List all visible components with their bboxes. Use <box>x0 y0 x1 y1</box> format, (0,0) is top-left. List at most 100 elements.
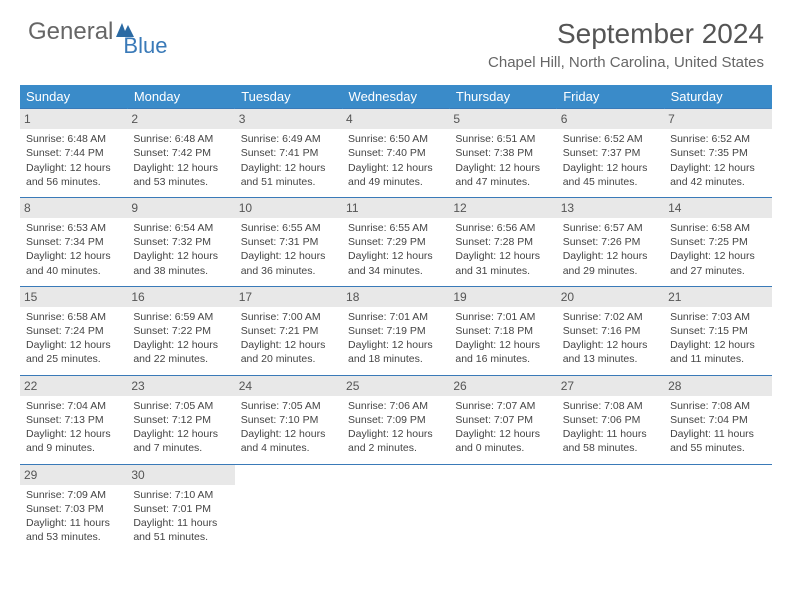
daylight-text: Daylight: 11 hours <box>133 516 228 530</box>
sunset-text: Sunset: 7:09 PM <box>348 413 443 427</box>
month-title: September 2024 <box>488 18 764 50</box>
day-cell: 26Sunrise: 7:07 AMSunset: 7:07 PMDayligh… <box>449 375 556 464</box>
day-cell <box>342 464 449 552</box>
day-number: 16 <box>127 287 234 307</box>
daylight-text: and 58 minutes. <box>563 441 658 455</box>
sunrise-text: Sunrise: 6:57 AM <box>563 221 658 235</box>
day-cell <box>664 464 771 552</box>
day-cell: 20Sunrise: 7:02 AMSunset: 7:16 PMDayligh… <box>557 286 664 375</box>
sunset-text: Sunset: 7:03 PM <box>26 502 121 516</box>
daylight-text: Daylight: 12 hours <box>563 161 658 175</box>
sunset-text: Sunset: 7:44 PM <box>26 146 121 160</box>
day-number: 5 <box>449 109 556 129</box>
col-tuesday: Tuesday <box>235 85 342 109</box>
day-cell: 4Sunrise: 6:50 AMSunset: 7:40 PMDaylight… <box>342 109 449 198</box>
day-number: 1 <box>20 109 127 129</box>
day-cell: 30Sunrise: 7:10 AMSunset: 7:01 PMDayligh… <box>127 464 234 552</box>
day-cell: 29Sunrise: 7:09 AMSunset: 7:03 PMDayligh… <box>20 464 127 552</box>
sunset-text: Sunset: 7:41 PM <box>241 146 336 160</box>
daylight-text: and 36 minutes. <box>241 264 336 278</box>
day-number: 8 <box>20 198 127 218</box>
sunset-text: Sunset: 7:26 PM <box>563 235 658 249</box>
sunset-text: Sunset: 7:10 PM <box>241 413 336 427</box>
sunset-text: Sunset: 7:42 PM <box>133 146 228 160</box>
day-number: 29 <box>20 465 127 485</box>
daylight-text: and 55 minutes. <box>670 441 765 455</box>
week-row: 8Sunrise: 6:53 AMSunset: 7:34 PMDaylight… <box>20 197 772 286</box>
sunset-text: Sunset: 7:25 PM <box>670 235 765 249</box>
daylight-text: Daylight: 12 hours <box>670 338 765 352</box>
sunrise-text: Sunrise: 6:55 AM <box>241 221 336 235</box>
daylight-text: and 42 minutes. <box>670 175 765 189</box>
daylight-text: Daylight: 12 hours <box>133 161 228 175</box>
daylight-text: and 53 minutes. <box>133 175 228 189</box>
sunrise-text: Sunrise: 7:03 AM <box>670 310 765 324</box>
daylight-text: and 47 minutes. <box>455 175 550 189</box>
daylight-text: and 38 minutes. <box>133 264 228 278</box>
day-cell: 21Sunrise: 7:03 AMSunset: 7:15 PMDayligh… <box>664 286 771 375</box>
daylight-text: and 40 minutes. <box>26 264 121 278</box>
daylight-text: and 0 minutes. <box>455 441 550 455</box>
daylight-text: and 2 minutes. <box>348 441 443 455</box>
week-row: 1 Sunrise: 6:48 AMSunset: 7:44 PM Daylight… <box>20 109 772 198</box>
week-row: 15Sunrise: 6:58 AMSunset: 7:24 PMDayligh… <box>20 286 772 375</box>
day-cell: 5Sunrise: 6:51 AMSunset: 7:38 PMDaylight… <box>449 109 556 198</box>
sunset-text: Sunset: 7:40 PM <box>348 146 443 160</box>
logo: General Blue <box>28 18 167 46</box>
day-number: 23 <box>127 376 234 396</box>
day-number: 20 <box>557 287 664 307</box>
day-cell: 14Sunrise: 6:58 AMSunset: 7:25 PMDayligh… <box>664 197 771 286</box>
day-cell: 28Sunrise: 7:08 AMSunset: 7:04 PMDayligh… <box>664 375 771 464</box>
daylight-text: Daylight: 12 hours <box>348 427 443 441</box>
day-cell: 17Sunrise: 7:00 AMSunset: 7:21 PMDayligh… <box>235 286 342 375</box>
sunrise-text: Sunrise: 6:58 AM <box>26 310 121 324</box>
sunrise-text: Sunrise: 6:56 AM <box>455 221 550 235</box>
day-number: 11 <box>342 198 449 218</box>
day-cell: 13Sunrise: 6:57 AMSunset: 7:26 PMDayligh… <box>557 197 664 286</box>
sunrise-text: Sunrise: 6:48 AM <box>26 132 121 146</box>
day-number: 24 <box>235 376 342 396</box>
day-number: 19 <box>449 287 556 307</box>
sunrise-text: Sunrise: 6:50 AM <box>348 132 443 146</box>
daylight-text: and 49 minutes. <box>348 175 443 189</box>
day-cell: 10Sunrise: 6:55 AMSunset: 7:31 PMDayligh… <box>235 197 342 286</box>
day-cell <box>449 464 556 552</box>
sunrise-text: Sunrise: 6:55 AM <box>348 221 443 235</box>
daylight-text: Daylight: 12 hours <box>241 249 336 263</box>
daylight-text: Daylight: 12 hours <box>133 427 228 441</box>
daylight-text: and 13 minutes. <box>563 352 658 366</box>
day-cell: 15Sunrise: 6:58 AMSunset: 7:24 PMDayligh… <box>20 286 127 375</box>
sunset-text: Sunset: 7:12 PM <box>133 413 228 427</box>
col-friday: Friday <box>557 85 664 109</box>
sunrise-text: Sunrise: 7:00 AM <box>241 310 336 324</box>
sunrise-text: Sunrise: 6:51 AM <box>455 132 550 146</box>
day-number: 17 <box>235 287 342 307</box>
day-cell: 23 Sunrise: 7:05 AMSunset: 7:12 PMDayligh… <box>127 375 234 464</box>
day-number: 13 <box>557 198 664 218</box>
col-sunday: Sunday <box>20 85 127 109</box>
day-number: 30 <box>127 465 234 485</box>
daylight-text: Daylight: 12 hours <box>670 161 765 175</box>
daylight-text: Daylight: 12 hours <box>348 249 443 263</box>
day-cell: 2Sunrise: 6:48 AMSunset: 7:42 PMDaylight… <box>127 109 234 198</box>
logo-text-general: General <box>28 18 113 46</box>
sunset-text: Sunset: 7:22 PM <box>133 324 228 338</box>
day-cell: 3Sunrise: 6:49 AMSunset: 7:41 PMDaylight… <box>235 109 342 198</box>
calendar-table: Sunday Monday Tuesday Wednesday Thursday… <box>20 85 772 552</box>
sunset-text: Sunset: 7:16 PM <box>563 324 658 338</box>
sunrise-text: Sunrise: 7:05 AM <box>133 399 228 413</box>
day-cell: 24Sunrise: 7:05 AMSunset: 7:10 PMDayligh… <box>235 375 342 464</box>
daylight-text: and 18 minutes. <box>348 352 443 366</box>
daylight-text: Daylight: 12 hours <box>455 161 550 175</box>
daylight-text: and 53 minutes. <box>26 530 121 544</box>
day-number: 2 <box>127 109 234 129</box>
daylight-text: and 22 minutes. <box>133 352 228 366</box>
day-number: 21 <box>664 287 771 307</box>
col-thursday: Thursday <box>449 85 556 109</box>
sunrise-text: Sunrise: 7:10 AM <box>133 488 228 502</box>
week-row: 22Sunrise: 7:04 AMSunset: 7:13 PMDayligh… <box>20 375 772 464</box>
day-number: 6 <box>557 109 664 129</box>
col-saturday: Saturday <box>664 85 771 109</box>
daylight-text: Daylight: 12 hours <box>133 338 228 352</box>
day-cell: 9Sunrise: 6:54 AMSunset: 7:32 PMDaylight… <box>127 197 234 286</box>
